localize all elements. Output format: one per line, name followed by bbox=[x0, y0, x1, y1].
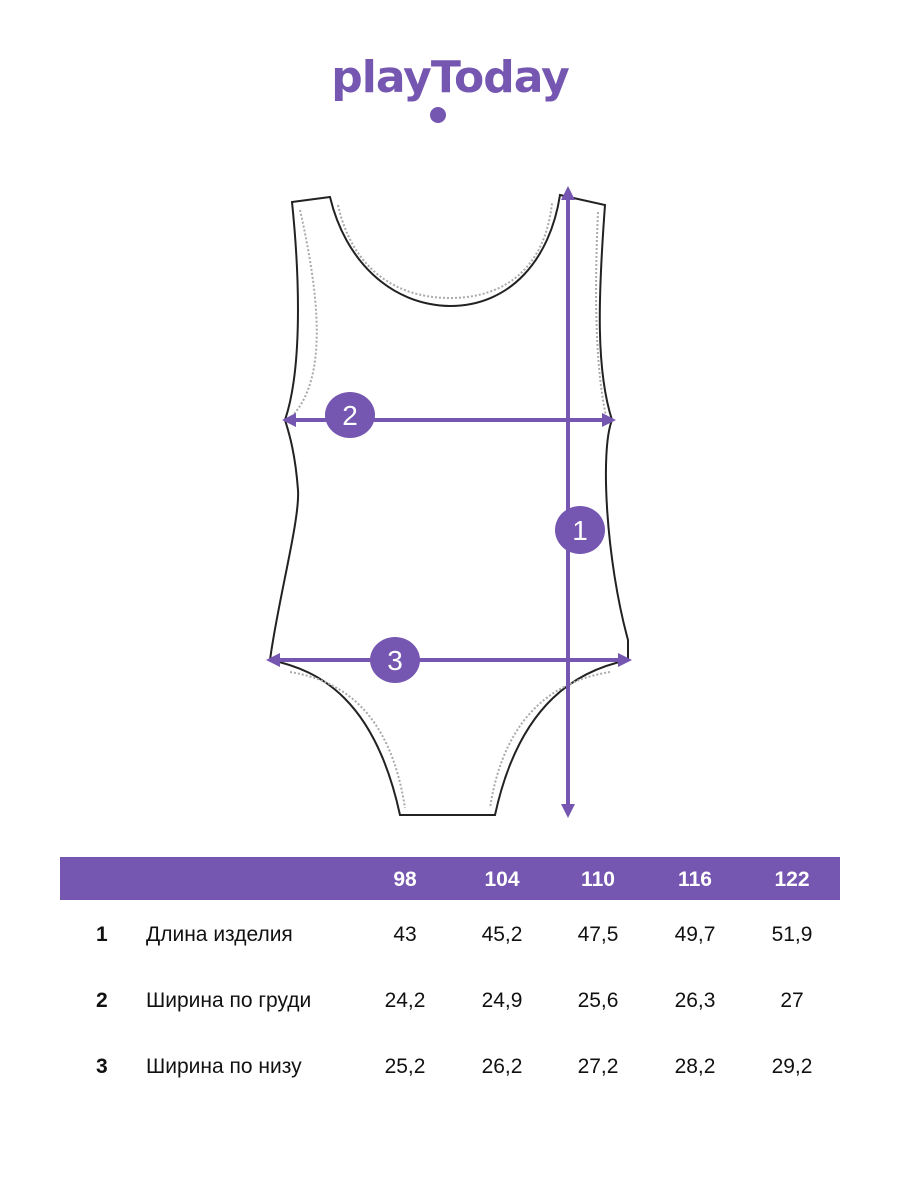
cell: 26,2 bbox=[481, 1055, 523, 1078]
size-table: 98 104 110 116 122 1 Длина изделия 43 45… bbox=[60, 857, 840, 1121]
table-row: 2 Ширина по груди 24,2 24,9 25,6 26,3 27 bbox=[60, 989, 840, 1055]
cell: 45,2 bbox=[481, 923, 523, 946]
size-col: 110 bbox=[581, 868, 615, 891]
row-label: Ширина по груди bbox=[146, 989, 312, 1012]
size-col: 98 bbox=[393, 868, 417, 891]
row-label: Ширина по низу bbox=[146, 1055, 302, 1078]
cell: 26,3 bbox=[674, 989, 716, 1012]
marker-1: 1 bbox=[555, 506, 605, 554]
cell: 47,5 bbox=[577, 923, 619, 946]
marker-3: 3 bbox=[370, 637, 420, 683]
svg-text:3: 3 bbox=[387, 645, 403, 676]
row-number: 1 bbox=[96, 923, 108, 946]
table-row: 3 Ширина по низу 25,2 26,2 27,2 28,2 29,… bbox=[60, 1055, 840, 1121]
cell: 27,2 bbox=[577, 1055, 619, 1078]
neckline-stitch bbox=[289, 202, 607, 419]
marker-2: 2 bbox=[325, 392, 375, 438]
cell: 27 bbox=[780, 989, 804, 1012]
cell: 51,9 bbox=[771, 923, 813, 946]
row-label: Длина изделия bbox=[146, 923, 293, 946]
logo-text: playToday bbox=[331, 52, 570, 103]
cell: 29,2 bbox=[771, 1055, 813, 1078]
measure-3-arrow bbox=[266, 653, 632, 667]
svg-text:1: 1 bbox=[572, 515, 588, 546]
cell: 24,2 bbox=[384, 989, 426, 1012]
logo-dot bbox=[430, 107, 446, 123]
garment-diagram: 1 2 3 bbox=[266, 186, 632, 818]
size-col: 116 bbox=[678, 868, 712, 891]
cell: 28,2 bbox=[674, 1055, 716, 1078]
bodysuit-outline bbox=[268, 193, 629, 816]
cell: 43 bbox=[393, 923, 417, 946]
measure-1-arrow bbox=[561, 186, 575, 818]
cell: 25,2 bbox=[384, 1055, 426, 1078]
table-row: 1 Длина изделия 43 45,2 47,5 49,7 51,9 bbox=[60, 923, 840, 989]
svg-text:2: 2 bbox=[342, 400, 358, 431]
brand-logo: playToday bbox=[0, 52, 900, 123]
size-col: 104 bbox=[484, 868, 520, 891]
cell: 24,9 bbox=[481, 989, 523, 1012]
cell: 25,6 bbox=[577, 989, 619, 1012]
row-number: 2 bbox=[96, 989, 108, 1012]
cell: 49,7 bbox=[674, 923, 716, 946]
size-col: 122 bbox=[774, 868, 810, 891]
size-header-row: 98 104 110 116 122 bbox=[60, 857, 840, 900]
row-number: 3 bbox=[96, 1055, 108, 1078]
